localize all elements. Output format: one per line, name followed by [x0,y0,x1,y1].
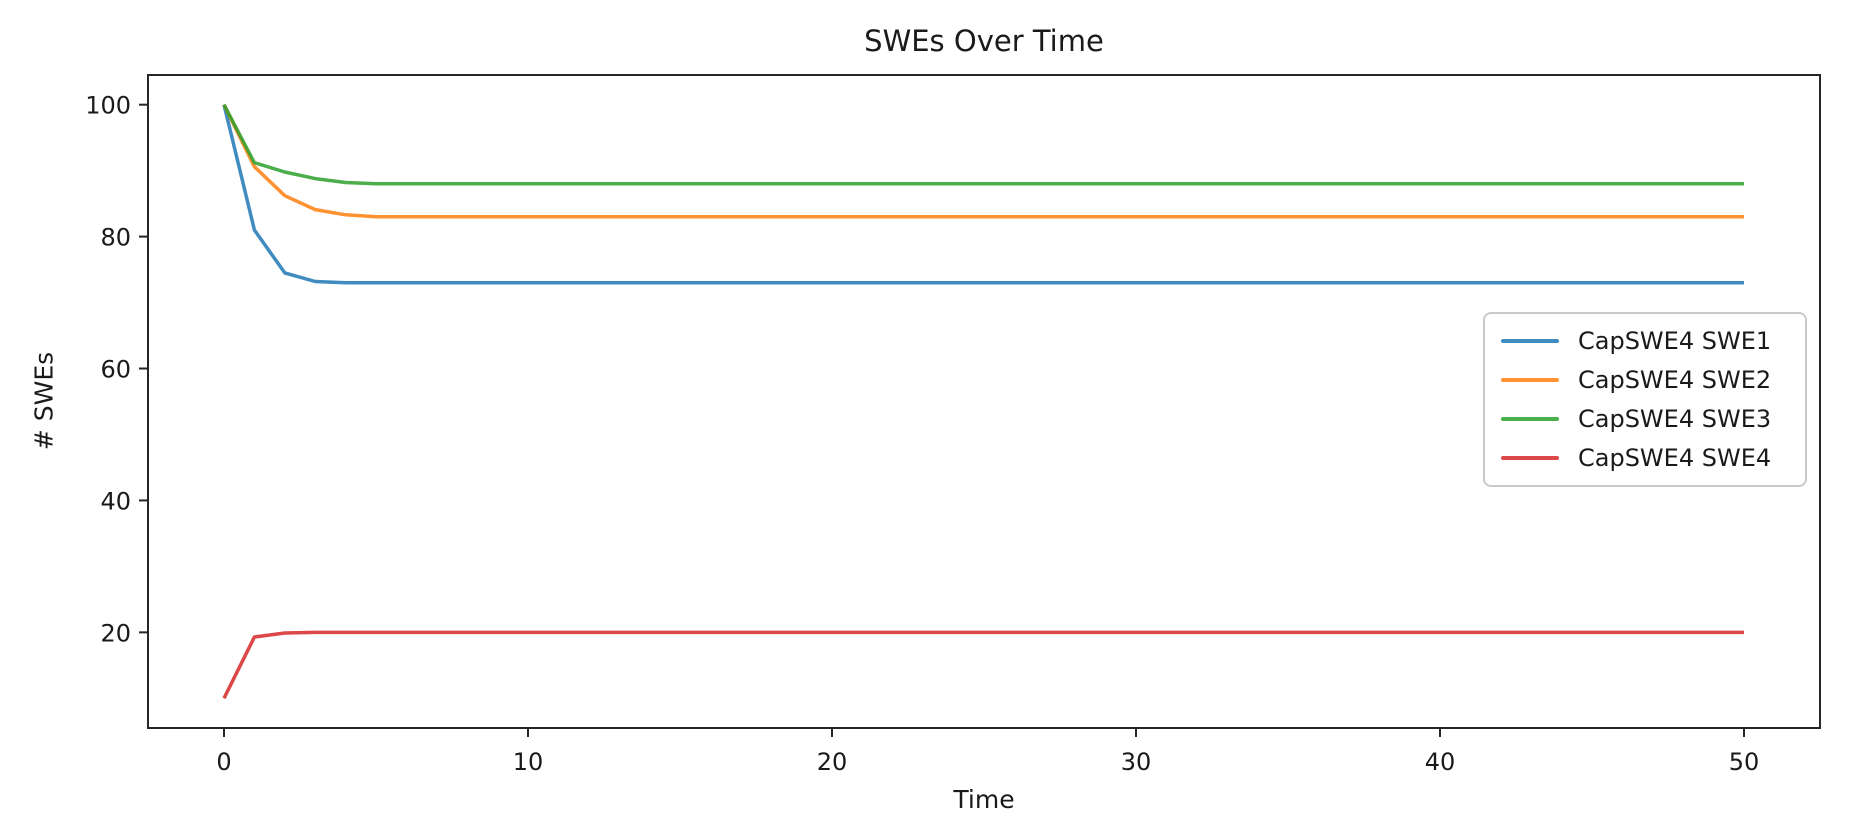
legend-item: CapSWE4 SWE2 [1501,366,1791,394]
y-axis-label: # SWEs [29,351,59,451]
legend-label: CapSWE4 SWE4 [1578,443,1772,472]
x-axis-label: Time [953,785,1015,814]
x-tick-label: 20 [817,748,848,776]
legend-label: CapSWE4 SWE3 [1578,404,1772,433]
legend-item: CapSWE4 SWE4 [1501,444,1791,472]
x-tick-label: 50 [1729,748,1760,776]
series-line-3 [222,103,1744,186]
series-line-1 [222,104,1744,285]
legend-item: CapSWE4 SWE3 [1501,405,1791,433]
plot-border [147,74,1821,729]
y-tick-label: 60 [100,356,131,384]
x-tick-label: 30 [1121,748,1152,776]
y-tick-label: 20 [100,619,131,647]
legend-item: CapSWE4 SWE1 [1501,327,1791,355]
chart-title: SWEs Over Time [864,24,1104,58]
legend-line-swatch [1501,339,1559,344]
x-tick-label: 40 [1425,748,1456,776]
legend-label: CapSWE4 SWE2 [1578,366,1772,395]
legend-line-swatch [1501,455,1559,460]
x-tick-label: 0 [216,748,231,776]
legend-label: CapSWE4 SWE1 [1578,327,1772,356]
legend-line-swatch [1501,378,1559,383]
y-tick-label: 40 [100,487,131,515]
x-tick-label: 10 [513,748,544,776]
series-line-2 [222,103,1744,219]
legend-line-swatch [1501,416,1559,421]
series-line-4 [222,630,1744,700]
legend: CapSWE4 SWE1 CapSWE4 SWE2 CapSWE4 SWE3 CapS… [1483,312,1807,487]
y-tick-label: 80 [100,224,131,252]
y-tick-label: 100 [85,92,131,120]
